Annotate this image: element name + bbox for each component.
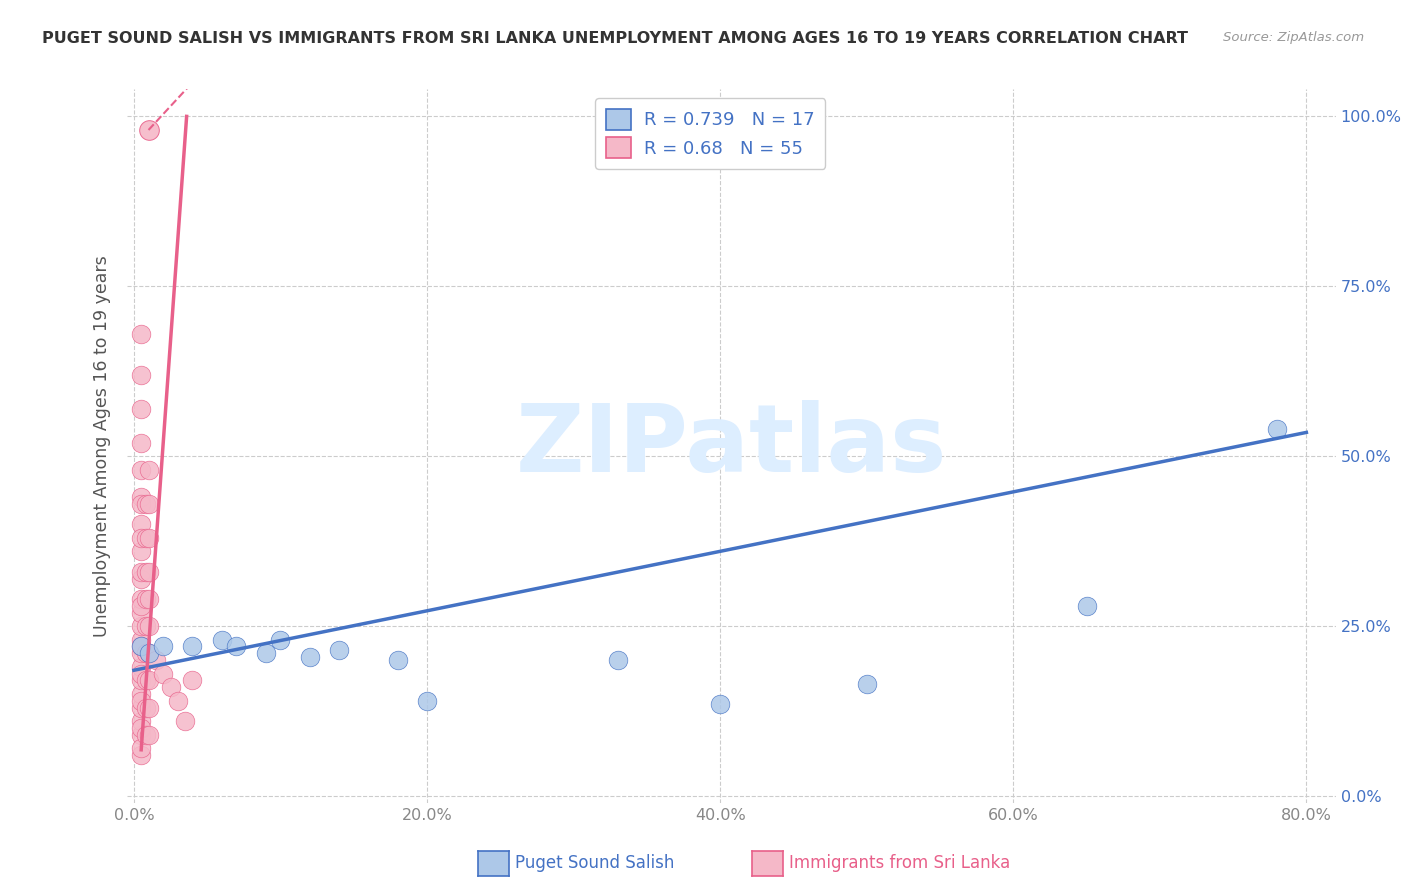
- Point: [129, 687, 152, 701]
- Point: [129, 497, 152, 511]
- Point: [138, 497, 160, 511]
- Point: [129, 401, 152, 416]
- Point: [129, 463, 152, 477]
- Point: [135, 531, 157, 545]
- Point: [145, 653, 167, 667]
- Point: [135, 565, 157, 579]
- Point: [174, 714, 197, 729]
- Point: [138, 728, 160, 742]
- Point: [129, 435, 152, 450]
- Point: [152, 666, 174, 681]
- Point: [135, 591, 157, 606]
- Point: [135, 497, 157, 511]
- Point: [129, 572, 152, 586]
- Point: [129, 640, 152, 654]
- Point: [211, 632, 233, 647]
- Legend: R = 0.739   N = 17, R = 0.68   N = 55: R = 0.739 N = 17, R = 0.68 N = 55: [595, 98, 825, 169]
- Point: [129, 517, 152, 532]
- Point: [129, 666, 152, 681]
- Point: [138, 646, 160, 660]
- Point: [269, 632, 291, 647]
- Point: [181, 640, 204, 654]
- Point: [138, 123, 160, 137]
- Text: Source: ZipAtlas.com: Source: ZipAtlas.com: [1223, 31, 1364, 45]
- Text: Puget Sound Salish: Puget Sound Salish: [515, 855, 673, 872]
- Point: [138, 700, 160, 714]
- Point: [138, 565, 160, 579]
- Point: [135, 700, 157, 714]
- Point: [129, 591, 152, 606]
- Point: [135, 728, 157, 742]
- Point: [138, 591, 160, 606]
- Point: [129, 619, 152, 633]
- Point: [254, 646, 277, 660]
- Point: [225, 640, 247, 654]
- Point: [129, 606, 152, 620]
- Point: [129, 531, 152, 545]
- Point: [138, 463, 160, 477]
- Y-axis label: Unemployment Among Ages 16 to 19 years: Unemployment Among Ages 16 to 19 years: [93, 255, 111, 637]
- Point: [129, 544, 152, 558]
- Point: [129, 646, 152, 660]
- Point: [129, 700, 152, 714]
- Point: [135, 619, 157, 633]
- Point: [1265, 422, 1288, 436]
- Point: [138, 673, 160, 688]
- Point: [298, 649, 321, 664]
- Point: [129, 694, 152, 708]
- Point: [181, 673, 204, 688]
- Point: [159, 680, 181, 694]
- Text: ZIPatlas: ZIPatlas: [516, 400, 946, 492]
- Point: [129, 368, 152, 382]
- Point: [152, 640, 174, 654]
- Point: [328, 643, 350, 657]
- Point: [129, 640, 152, 654]
- Point: [129, 748, 152, 763]
- Point: [135, 646, 157, 660]
- Point: [416, 694, 439, 708]
- Point: [1076, 599, 1098, 613]
- Point: [129, 714, 152, 729]
- Point: [129, 490, 152, 504]
- Point: [135, 673, 157, 688]
- Point: [129, 673, 152, 688]
- Point: [129, 741, 152, 756]
- Point: [855, 677, 877, 691]
- Point: [138, 531, 160, 545]
- Text: Immigrants from Sri Lanka: Immigrants from Sri Lanka: [789, 855, 1010, 872]
- Point: [129, 599, 152, 613]
- Point: [387, 653, 409, 667]
- Point: [166, 694, 188, 708]
- Point: [138, 619, 160, 633]
- Point: [129, 728, 152, 742]
- Point: [129, 632, 152, 647]
- Point: [709, 698, 731, 712]
- Point: [606, 653, 628, 667]
- Point: [129, 565, 152, 579]
- Point: [129, 660, 152, 674]
- Point: [129, 326, 152, 341]
- Point: [129, 721, 152, 735]
- Point: [138, 646, 160, 660]
- Text: PUGET SOUND SALISH VS IMMIGRANTS FROM SRI LANKA UNEMPLOYMENT AMONG AGES 16 TO 19: PUGET SOUND SALISH VS IMMIGRANTS FROM SR…: [42, 31, 1188, 46]
